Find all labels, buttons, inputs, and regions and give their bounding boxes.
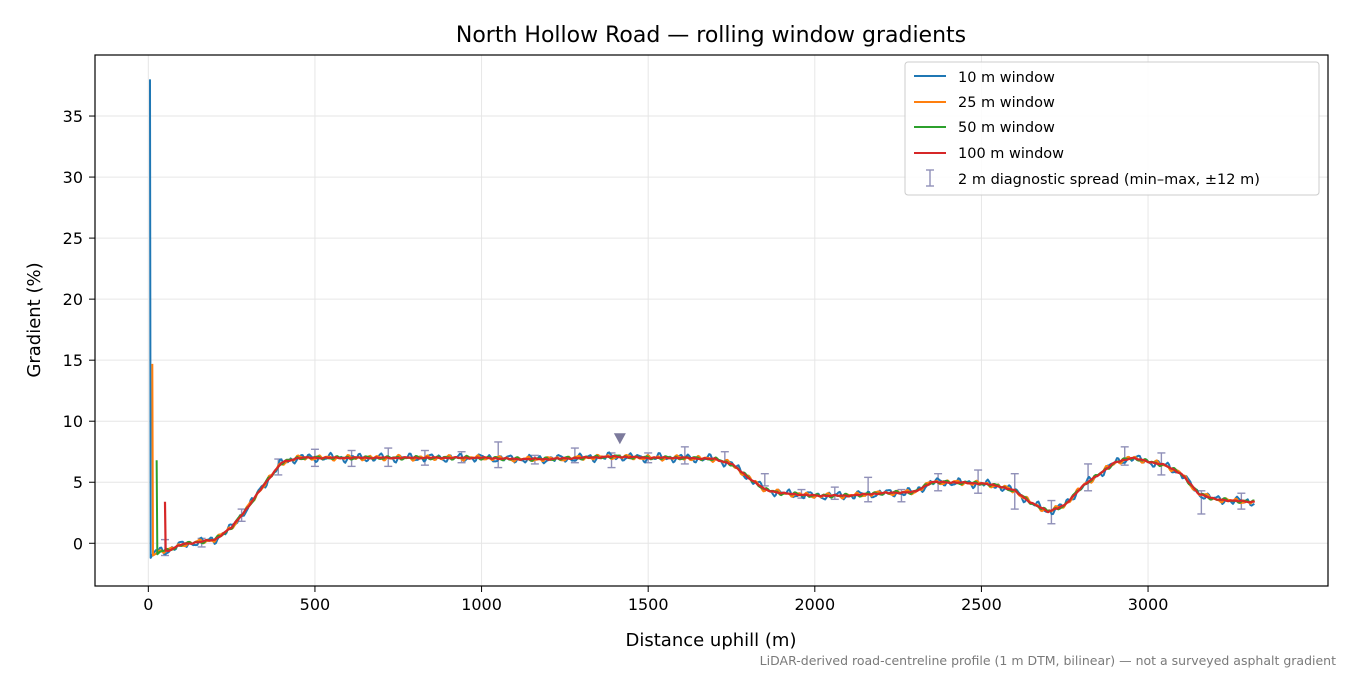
y-axis-label: Gradient (%) xyxy=(24,262,45,377)
y-tick-label: 0 xyxy=(73,534,83,553)
x-axis-label: Distance uphill (m) xyxy=(626,630,797,651)
x-tick-label: 2500 xyxy=(961,595,1002,614)
legend-frame xyxy=(904,61,1320,196)
y-tick-label: 35 xyxy=(63,107,83,126)
y-tick-label: 10 xyxy=(63,412,83,431)
errorbar xyxy=(830,486,839,501)
y-tick-label: 5 xyxy=(73,473,83,492)
footnote: LiDAR-derived road-centreline profile (1… xyxy=(760,653,1336,668)
x-tick-label: 1000 xyxy=(461,595,502,614)
legend-label-10m: 10 m window xyxy=(958,70,1055,86)
legend-swatch-errorbar xyxy=(926,169,934,187)
legend-label-50m: 50 m window xyxy=(958,120,1055,136)
errorbar xyxy=(680,446,689,465)
y-axis: 0 5 10 15 20 25 30 35 xyxy=(63,107,95,553)
series-lines xyxy=(148,79,1255,559)
peak-marker-triangle xyxy=(613,433,626,445)
legend-label-25m: 25 m window xyxy=(958,95,1055,111)
y-tick-label: 30 xyxy=(63,168,83,187)
legend: 10 m window 25 m window 50 m window 100 … xyxy=(904,61,1320,196)
x-tick-label: 0 xyxy=(143,595,153,614)
marker-layer xyxy=(613,433,626,445)
chart-title: North Hollow Road — rolling window gradi… xyxy=(456,23,966,48)
series-50m-line xyxy=(155,454,1255,556)
legend-label-errorbar: 2 m diagnostic spread (min–max, ±12 m) xyxy=(958,172,1260,188)
x-tick-label: 3000 xyxy=(1128,595,1169,614)
errorbar xyxy=(494,441,503,469)
legend-label-100m: 100 m window xyxy=(958,146,1064,162)
x-tick-label: 1500 xyxy=(628,595,669,614)
x-axis: 0 500 1000 1500 2000 2500 3000 xyxy=(143,586,1168,614)
series-100m-line xyxy=(163,454,1255,552)
plot-frame xyxy=(94,54,1329,587)
errorbar xyxy=(864,476,873,503)
y-tick-label: 15 xyxy=(63,351,83,370)
x-tick-label: 2000 xyxy=(794,595,835,614)
y-tick-label: 20 xyxy=(63,290,83,309)
y-tick-label: 25 xyxy=(63,229,83,248)
x-tick-label: 500 xyxy=(300,595,331,614)
plot-area xyxy=(148,79,1255,559)
